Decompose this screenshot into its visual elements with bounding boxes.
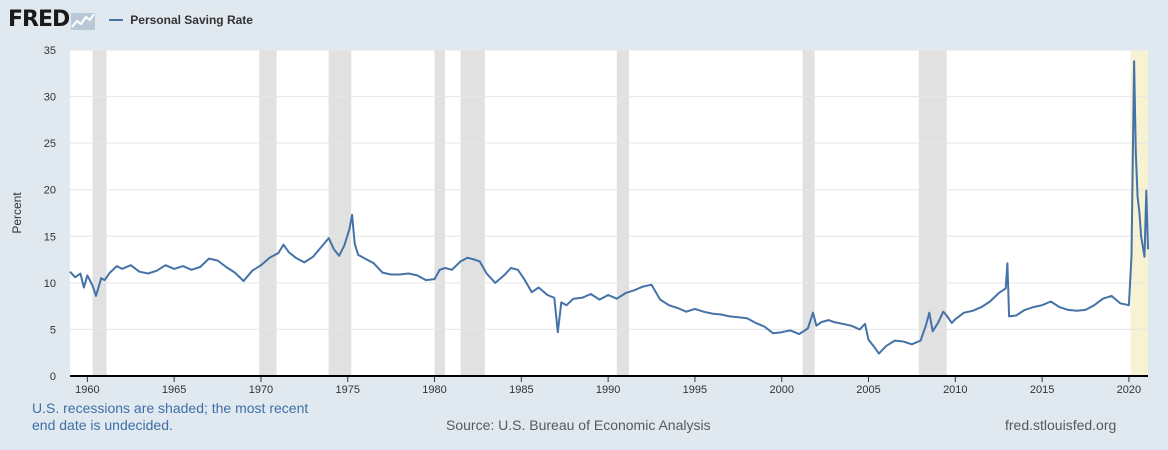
fred-logo[interactable]: FRED	[8, 7, 70, 32]
fred-chart-icon	[71, 13, 96, 30]
y-tick-label: 30	[44, 92, 56, 104]
series-line	[69, 60, 1149, 355]
y-tick-label: 15	[44, 231, 56, 243]
x-tick-label: 1990	[596, 384, 620, 396]
chart: 0 5 10 15 20 25 30 35 1960 1965 1970 1975 1980 1985 19…	[10, 45, 1149, 396]
y-tick-label: 5	[50, 324, 56, 336]
recession-band	[616, 50, 629, 376]
legend: Personal Saving Rate	[109, 13, 253, 27]
recession-band	[434, 50, 445, 376]
y-tick-label: 0	[50, 371, 56, 383]
y-tick-label: 10	[44, 278, 56, 290]
y-tick-label: 25	[44, 138, 56, 150]
source-url[interactable]: fred.stlouisfed.org	[1005, 417, 1117, 433]
x-tick-label: 1985	[509, 384, 533, 396]
recession-band	[918, 50, 947, 376]
graph-header: FRED Personal Saving Rate	[8, 6, 253, 34]
legend-label: Personal Saving Rate	[130, 13, 253, 27]
x-tick-label: 1960	[75, 384, 99, 396]
x-tick-label: 1980	[422, 384, 446, 396]
plot-area	[70, 50, 1148, 376]
recession-band	[259, 50, 277, 376]
x-tick-label: 2000	[769, 384, 793, 396]
x-tick-label: 1965	[162, 384, 186, 396]
y-tick-label: 20	[44, 185, 56, 197]
source-text: Source: U.S. Bureau of Economic Analysis	[446, 417, 711, 433]
x-tick-label: 1970	[249, 384, 273, 396]
y-tick-label: 35	[44, 45, 56, 57]
x-tick-label: 2005	[856, 384, 880, 396]
y-axis-label: Percent	[10, 192, 24, 234]
x-tick-label: 2010	[943, 384, 967, 396]
legend-swatch	[109, 19, 124, 21]
x-tick-label: 2020	[1117, 384, 1141, 396]
x-tick-label: 2015	[1030, 384, 1054, 396]
x-tick-label: 1975	[336, 384, 360, 396]
x-tick-label: 1995	[683, 384, 707, 396]
recession-band	[460, 50, 485, 376]
recession-band	[328, 50, 352, 376]
recession-band	[802, 50, 815, 376]
recession-note: U.S. recessions are shaded; the most rec…	[32, 400, 309, 433]
recession-band	[92, 50, 107, 376]
